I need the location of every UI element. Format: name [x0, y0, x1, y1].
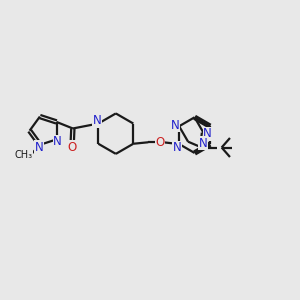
- Text: N: N: [173, 141, 182, 154]
- Text: O: O: [155, 136, 165, 149]
- Text: O: O: [68, 141, 77, 154]
- Text: N: N: [35, 141, 44, 154]
- Text: N: N: [171, 118, 179, 131]
- Text: N: N: [199, 137, 207, 150]
- Text: N: N: [53, 135, 62, 148]
- Text: N: N: [203, 128, 212, 140]
- Text: N: N: [92, 114, 101, 127]
- Text: CH₃: CH₃: [15, 150, 33, 160]
